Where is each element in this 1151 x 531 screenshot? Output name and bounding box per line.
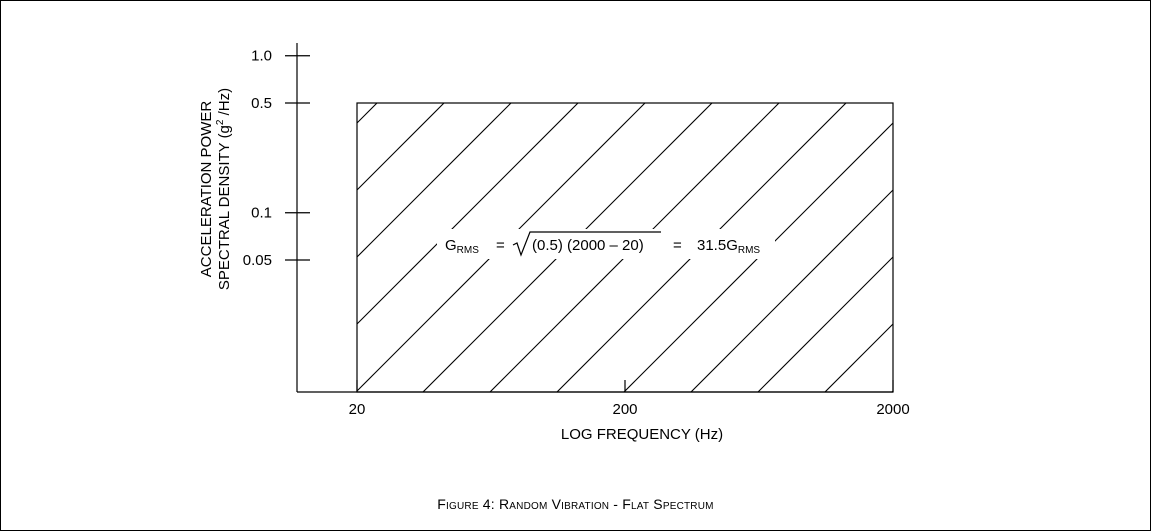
- formula-radicand: (0.5) (2000 – 20): [532, 237, 644, 254]
- grms-formula: GRMS = (0.5) (2000 – 20) = 31.5GRMS: [437, 229, 775, 259]
- x-ticks: 20 200 2000: [349, 380, 910, 418]
- y-axis-label-line2: SPECTRAL DENSITY (g2 /Hz): [215, 88, 233, 290]
- formula-equals-2: =: [673, 237, 682, 254]
- x-tick-label: 200: [612, 401, 637, 418]
- y-tick-label: 1.0: [251, 48, 272, 65]
- y-tick-label: 0.5: [251, 95, 272, 112]
- x-tick-label: 20: [349, 401, 366, 418]
- y-ticks: 1.0 0.5 0.1 0.05: [243, 48, 310, 269]
- sqrt-sign: [512, 231, 661, 257]
- formula-result: 31.5GRMS: [697, 237, 760, 256]
- y-tick-label: 0.05: [243, 252, 272, 269]
- hatch-line: [757, 256, 893, 392]
- hatch-line: [891, 390, 893, 392]
- y-axis-label: ACCELERATION POWER SPECTRAL DENSITY (g2 …: [198, 88, 233, 290]
- formula-equals: =: [496, 237, 505, 254]
- hatch-line: [824, 323, 893, 392]
- hatch-line: [959, 103, 1151, 392]
- y-tick-label: 0.1: [251, 205, 272, 222]
- hatch-line: [357, 103, 512, 258]
- figure-caption: Figure 4: Random Vibration - Flat Spectr…: [437, 496, 714, 512]
- hatch-line: [357, 103, 445, 191]
- x-tick-label: 2000: [876, 401, 909, 418]
- y-axis-label-line1: ACCELERATION POWER: [198, 101, 215, 278]
- formula-g: GRMS: [445, 237, 479, 256]
- hatch-line: [1026, 103, 1151, 392]
- hatch-line: [357, 103, 579, 325]
- x-axis-label: LOG FREQUENCY (Hz): [561, 426, 723, 443]
- hatch-line: [690, 189, 893, 392]
- hatch-line: [1093, 103, 1151, 392]
